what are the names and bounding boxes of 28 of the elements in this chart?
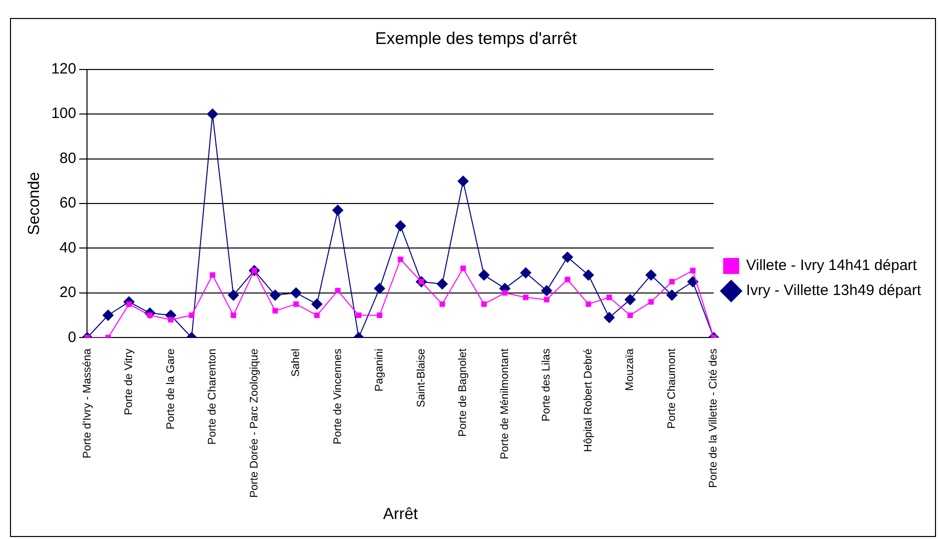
x-tick-label: Porte des Lilas <box>540 348 553 422</box>
x-axis-title: Arrêt <box>383 506 418 523</box>
y-tick-label: 100 <box>51 105 76 122</box>
x-tick-label: Sahel <box>290 348 302 377</box>
y-tick-label: 20 <box>60 284 76 302</box>
chart-title: Exemple des temps d'arrêt <box>375 28 578 48</box>
y-tick-label: 60 <box>60 194 76 212</box>
y-tick-label: 120 <box>51 60 76 78</box>
x-tick-label: Paganini <box>374 348 386 392</box>
x-tick-label: Mouzaïa <box>624 348 636 391</box>
x-tick-label: Porte de Vitry <box>123 348 136 416</box>
x-tick-label: Porte de Bagnolet <box>457 348 470 437</box>
x-tick-label: Porte de la Gare <box>164 348 177 430</box>
x-tick-label: Porte de Charenton <box>206 348 219 445</box>
legend-label: Villete - Ivry 14h41 départ <box>746 257 918 274</box>
x-tick-label: Porte Dorée - Parc Zoologique <box>248 348 260 498</box>
x-tick-label: Porte d'Ivry - Masséna <box>81 348 94 458</box>
x-tick-label: Porte de Ménilmontant <box>498 348 511 460</box>
x-tick-label: Porte Chaumont <box>666 348 678 429</box>
x-tick-label: Saint-Blaise <box>415 348 428 408</box>
x-tick-label: Porte de Vincennes <box>332 348 344 444</box>
y-axis-title: Seconde <box>26 172 44 236</box>
y-tick-label: 40 <box>60 239 76 256</box>
x-tick-label: Porte de la Villette - Cité des <box>708 348 720 488</box>
y-tick-label: 0 <box>68 328 76 346</box>
legend-label: Ivry - Villette 13h49 départ <box>746 282 922 300</box>
y-tick-label: 80 <box>60 150 76 167</box>
x-tick-label: Hôpital Robert Debré <box>582 348 594 452</box>
